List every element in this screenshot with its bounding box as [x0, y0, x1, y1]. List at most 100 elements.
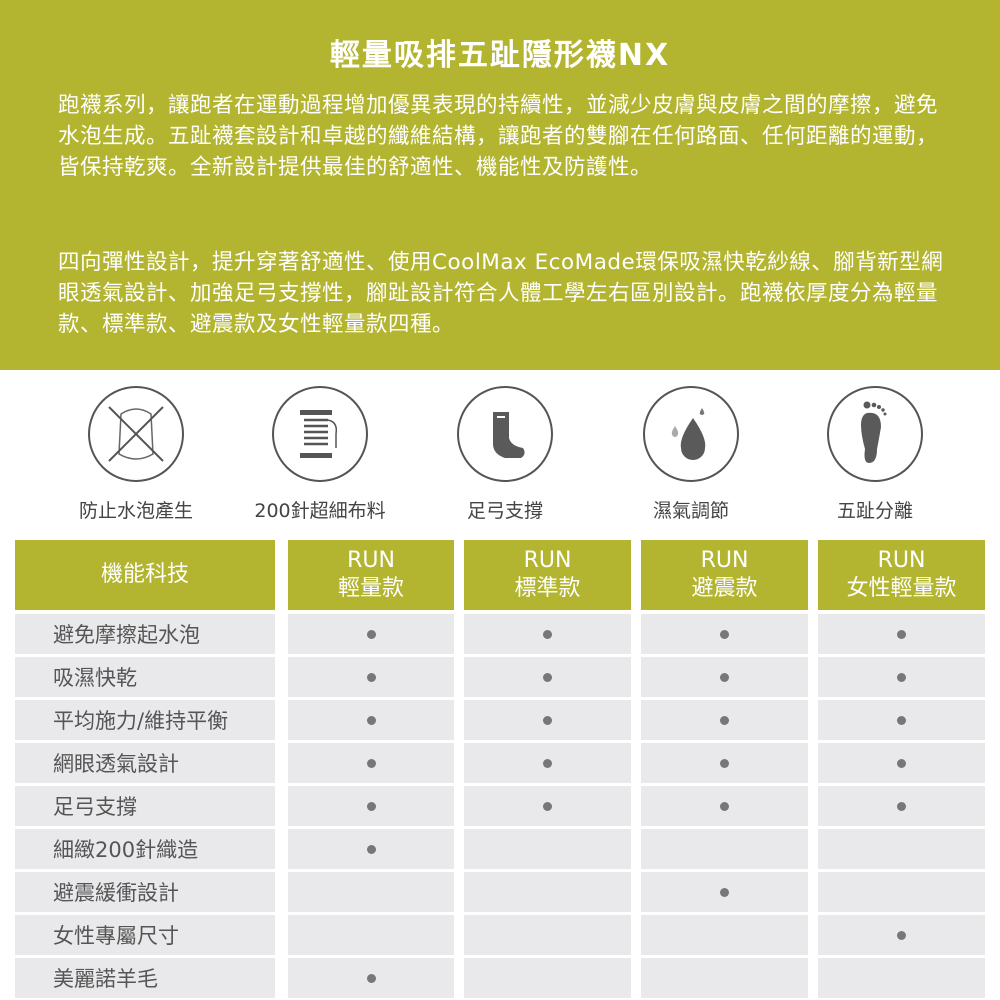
table-cell	[818, 786, 985, 826]
table-row-label: 平均施力/維持平衡	[15, 700, 275, 740]
column-line1: RUN	[877, 548, 926, 573]
column-line2: 女性輕量款	[846, 576, 957, 601]
feature-label: 五趾分離	[836, 500, 913, 522]
row-label: 細緻200針織造	[53, 838, 199, 862]
table-cell	[641, 614, 808, 654]
table-cell	[641, 700, 808, 740]
feature-item: 足弓支撐	[415, 386, 595, 523]
table-cell	[641, 829, 808, 869]
table-cell	[464, 958, 631, 998]
check-dot	[720, 629, 729, 639]
row-label: 女性專屬尺寸	[53, 924, 179, 948]
row-label: 平均施力/維持平衡	[53, 709, 229, 733]
feature-label: 200針超細布料	[254, 500, 386, 522]
column-line2: 標準款	[514, 576, 581, 601]
table-cell	[464, 786, 631, 826]
hero-banner: 輕量吸排五趾隱形襪NX 跑襪系列，讓跑者在運動過程增加優異表現的持續性，並減少皮…	[0, 0, 1000, 370]
table-cell	[288, 829, 454, 869]
table-cell	[288, 872, 454, 912]
feature-icons: 防止水泡產生 200針超細布料 足弓支撐 濕氣調節 五趾分離	[0, 386, 1000, 526]
table-cell	[288, 743, 454, 783]
check-dot	[366, 973, 376, 983]
table-cell	[464, 657, 631, 697]
table-cell	[641, 786, 808, 826]
product-title: 輕量吸排五趾隱形襪NX	[329, 38, 671, 73]
table-cell	[641, 657, 808, 697]
no-blister-icon	[88, 386, 184, 482]
table-cell	[288, 786, 454, 826]
sock-icon	[457, 386, 553, 482]
table-row-label: 避震緩衝設計	[15, 872, 275, 912]
row-label: 足弓支撐	[53, 795, 137, 819]
table-cell	[464, 829, 631, 869]
table-cell	[818, 657, 985, 697]
table-cell	[641, 958, 808, 998]
table-row-label: 避免摩擦起水泡	[15, 614, 275, 654]
column-line2: 輕量款	[337, 576, 404, 601]
check-dot	[366, 801, 376, 811]
table-header-feature: 機能科技	[15, 540, 275, 610]
table-row-label: 女性專屬尺寸	[15, 915, 275, 955]
feature-item: 濕氣調節	[601, 386, 781, 523]
row-label: 美麗諾羊毛	[53, 967, 158, 991]
column-line1: RUN	[523, 548, 572, 573]
check-dot	[897, 672, 906, 682]
check-dot	[366, 672, 376, 682]
table-cell	[818, 743, 985, 783]
table-cell	[818, 700, 985, 740]
description-paragraph-1: 跑襪系列，讓跑者在運動過程增加優異表現的持續性，並減少皮膚與皮膚之間的摩擦，避免…	[58, 93, 939, 180]
table-cell	[464, 614, 631, 654]
check-dot	[366, 715, 376, 725]
column-line1: RUN	[347, 548, 395, 573]
footprint-icon	[827, 386, 923, 482]
row-label: 吸濕快乾	[53, 666, 137, 690]
feature-label: 足弓支撐	[466, 500, 543, 522]
check-dot	[720, 672, 729, 682]
table-cell	[288, 700, 454, 740]
feature-item: 200針超細布料	[230, 386, 410, 523]
description-paragraph-2: 四向彈性設計，提升穿著舒適性、使用CoolMax EcoMade環保吸濕快乾紗線…	[58, 250, 944, 337]
table-cell	[818, 915, 985, 955]
feature-item: 五趾分離	[785, 386, 965, 523]
check-dot	[366, 844, 376, 854]
table-cell	[464, 872, 631, 912]
table-row-label: 美麗諾羊毛	[15, 958, 275, 998]
table-header-4: RUN 女性輕量款	[818, 540, 985, 610]
check-dot	[366, 629, 376, 639]
row-label: 避免摩擦起水泡	[53, 623, 200, 647]
column-line1: RUN	[700, 548, 749, 573]
check-dot	[543, 801, 552, 811]
table-row-label: 細緻200針織造	[15, 829, 275, 869]
table-cell	[288, 614, 454, 654]
check-dot	[897, 715, 906, 725]
header-label: 機能科技	[100, 562, 189, 587]
table-header-2: RUN 標準款	[464, 540, 631, 610]
check-dot	[720, 715, 729, 725]
feature-label: 防止水泡產生	[78, 500, 193, 522]
table-cell	[464, 700, 631, 740]
feature-item: 防止水泡產生	[46, 386, 226, 523]
table-cell	[818, 958, 985, 998]
table-cell	[288, 915, 454, 955]
column-line2: 避震款	[691, 576, 758, 601]
check-dot	[897, 758, 906, 768]
table-cell	[818, 872, 985, 912]
row-label: 避震緩衝設計	[53, 881, 179, 905]
table-cell	[641, 743, 808, 783]
table-cell	[464, 743, 631, 783]
table-row-label: 網眼透氣設計	[15, 743, 275, 783]
table-cell	[464, 915, 631, 955]
check-dot	[543, 629, 552, 639]
table-cell	[288, 958, 454, 998]
table-header-3: RUN 避震款	[641, 540, 808, 610]
check-dot	[720, 801, 729, 811]
check-dot	[543, 715, 552, 725]
check-dot	[366, 758, 376, 768]
table-row-label: 吸濕快乾	[15, 657, 275, 697]
feature-label: 濕氣調節	[652, 500, 729, 522]
row-label: 網眼透氣設計	[53, 752, 179, 776]
thread-spool-icon	[272, 386, 368, 482]
table-cell	[641, 915, 808, 955]
check-dot	[720, 887, 729, 897]
check-dot	[897, 930, 906, 940]
